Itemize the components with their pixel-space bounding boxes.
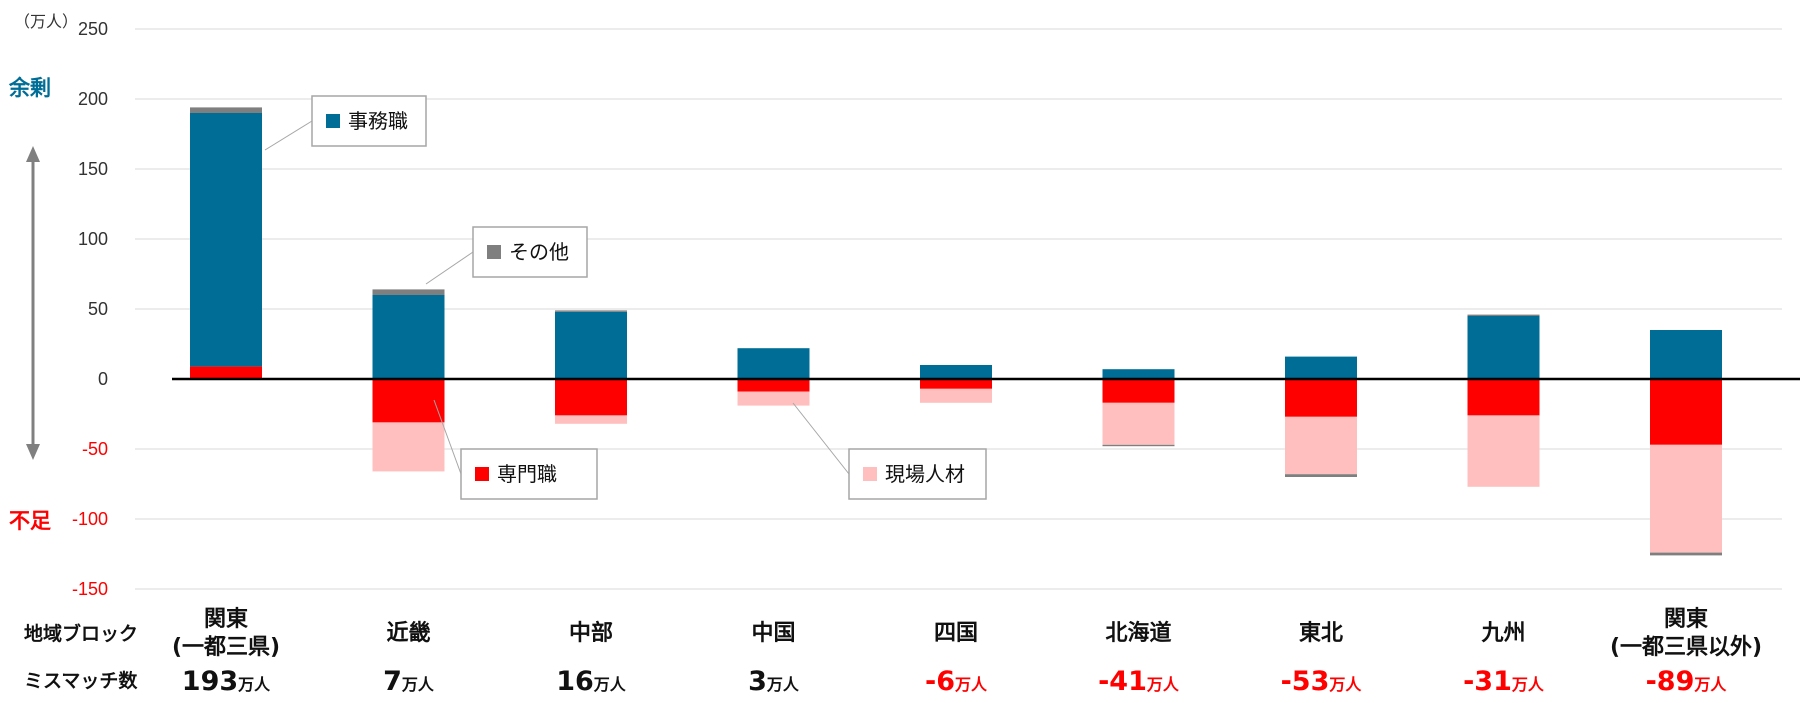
bar-segment	[1285, 356, 1357, 379]
y-tick-label: 50	[88, 299, 108, 319]
bar-segment	[1467, 316, 1540, 379]
bar-segment	[1102, 379, 1175, 403]
bar-segment	[737, 348, 810, 379]
category-label: 近畿	[386, 620, 430, 646]
bar-segment	[920, 379, 992, 389]
bar-segment	[372, 295, 445, 379]
arrow-up-head	[26, 146, 40, 162]
bar-segment	[1650, 444, 1722, 553]
y-tick-label: 250	[78, 19, 108, 39]
category-label: 関東	[204, 607, 248, 632]
callout-label: 事務職	[348, 109, 408, 133]
bar-segment	[190, 107, 262, 113]
bar-segment	[555, 311, 627, 379]
legend-swatch	[475, 467, 489, 481]
bar-segment	[372, 422, 445, 472]
bar-segment	[190, 366, 262, 379]
bar-segment	[1467, 314, 1540, 316]
bar-segment	[372, 289, 445, 295]
callout-label: 現場人材	[885, 462, 965, 486]
category-label: 九州	[1480, 621, 1525, 646]
y-tick-label: -100	[72, 509, 108, 529]
callout-label: その他	[509, 240, 569, 264]
y-tick-label: 150	[78, 159, 108, 179]
callout-leader	[792, 402, 850, 475]
arrow-down-head	[26, 444, 40, 460]
category-label: 関東	[1664, 607, 1708, 632]
bar-segment	[555, 415, 627, 424]
bar-segment	[1102, 444, 1175, 447]
category-sublabel: (一都三県)	[172, 635, 280, 660]
y-tick-label: 0	[98, 369, 108, 389]
y-tick-label: -150	[72, 579, 108, 599]
legend-swatch	[487, 245, 501, 259]
callout-leader	[264, 120, 313, 151]
mismatch-value: -41万人	[1098, 666, 1180, 697]
category-label: 東北	[1299, 621, 1343, 646]
bar-segment	[372, 379, 445, 423]
y-axis-unit: （万人）	[14, 12, 78, 31]
bar-segment	[1650, 379, 1722, 445]
surplus-label: 余剰	[8, 76, 51, 100]
mismatch-value: -89万人	[1646, 666, 1728, 697]
bar-segment	[920, 365, 992, 379]
bar-segment	[1650, 552, 1722, 556]
category-label: 北海道	[1105, 620, 1171, 646]
mismatch-value: -53万人	[1281, 666, 1363, 697]
legend-swatch	[326, 114, 340, 128]
bar-segment	[737, 379, 810, 392]
bar-segment	[1285, 379, 1357, 417]
category-label: 中国	[751, 621, 795, 646]
mismatch-row-label: ミスマッチ数	[24, 669, 138, 692]
y-tick-label: -50	[82, 439, 108, 459]
category-label: 四国	[934, 621, 978, 646]
bar-segment	[1285, 416, 1357, 475]
bar-segment	[1102, 369, 1175, 379]
region-row-label: 地域ブロック	[24, 622, 138, 645]
mismatch-value: 193万人	[182, 666, 271, 697]
bar-segment	[1650, 330, 1722, 379]
y-tick-label: 200	[78, 89, 108, 109]
bar-segment	[1285, 474, 1357, 477]
callout-leader	[433, 399, 462, 475]
mismatch-value: 7万人	[383, 666, 435, 697]
bar-segment	[1467, 379, 1540, 416]
category-sublabel: (一都三県以外)	[1610, 634, 1762, 660]
bar-segment	[1102, 402, 1175, 445]
category-label: 中部	[569, 620, 613, 646]
mismatch-value: 3万人	[748, 666, 800, 697]
mismatch-value: 16万人	[556, 666, 627, 697]
shortage-label: 不足	[9, 509, 51, 533]
legend-swatch	[863, 467, 877, 481]
bar-segment	[920, 388, 992, 403]
callout-box	[311, 95, 427, 147]
bar-segment	[555, 310, 627, 312]
mismatch-value: -31万人	[1463, 666, 1545, 697]
bar-segment	[555, 379, 627, 416]
bar-segment	[1467, 415, 1540, 487]
bar-segment	[737, 391, 810, 406]
bar-segment	[190, 113, 262, 367]
y-tick-label: 100	[78, 229, 108, 249]
callout-leader	[425, 251, 474, 285]
callout-label: 専門職	[497, 462, 557, 486]
mismatch-value: -6万人	[925, 666, 988, 697]
